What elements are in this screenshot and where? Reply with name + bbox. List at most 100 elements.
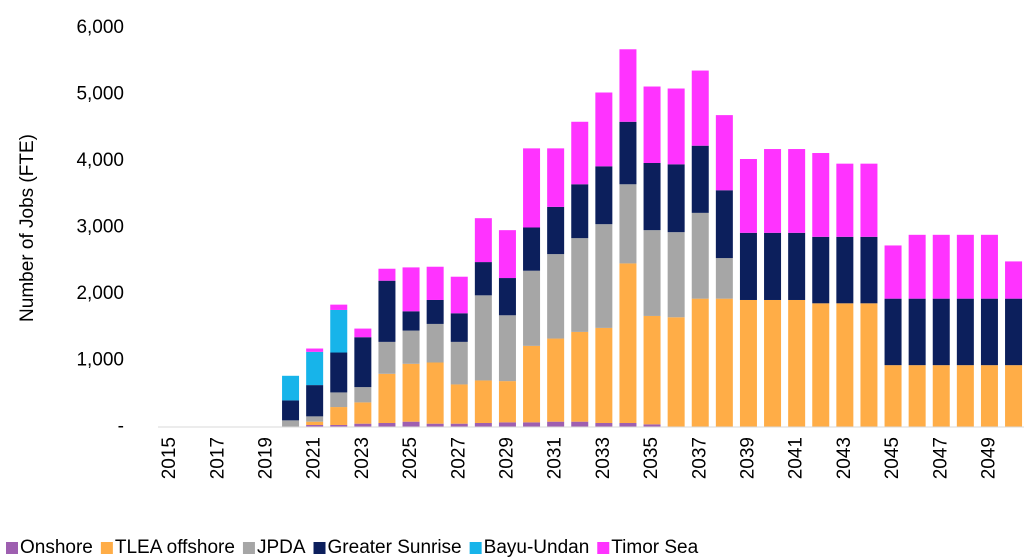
bar-segment [643, 162, 661, 231]
bar-segment [354, 387, 372, 403]
bar-segment [715, 115, 733, 191]
bar-segment [667, 232, 685, 318]
bar-segment [523, 227, 541, 271]
legend-swatch [242, 542, 255, 554]
x-tick-label: 2047 [930, 437, 951, 479]
bar-segment [667, 88, 685, 165]
bar-segment [498, 230, 516, 279]
legend-label: Greater Sunrise [328, 537, 462, 558]
bar-segment [450, 313, 468, 342]
bar-segment [667, 164, 685, 233]
bar-segment [571, 238, 589, 332]
bar-segment [330, 309, 348, 353]
bar-segment [619, 423, 637, 427]
bar-segment [595, 224, 613, 328]
legend-label: Timor Sea [611, 537, 698, 558]
bar-segment [836, 236, 854, 304]
legend-label: JPDA [257, 537, 306, 558]
bar-segment [306, 348, 324, 352]
bar-segment [595, 92, 613, 167]
bar-segment [523, 422, 541, 427]
bar-segment [836, 303, 854, 427]
bar-segment [450, 423, 468, 427]
bar-segment [667, 317, 685, 427]
bar-segment [426, 423, 444, 427]
bar-segment [884, 365, 902, 427]
bar-segment [306, 385, 324, 417]
legend-swatch [6, 542, 18, 554]
bar-segment [788, 149, 806, 233]
bar-segment [354, 423, 372, 427]
bar-segment [378, 341, 396, 374]
y-tick-label: 2,000 [76, 283, 124, 304]
x-tick-label: 2025 [400, 437, 421, 479]
bar-segment [330, 352, 348, 393]
bar-segment [354, 402, 372, 424]
bar-segment [1005, 261, 1023, 299]
bar-segment [571, 421, 589, 427]
bar-segment [860, 236, 878, 304]
bar-segment [306, 351, 324, 386]
bar-segment [571, 121, 589, 185]
x-tick-label: 2045 [882, 437, 903, 479]
bar-segment [402, 363, 420, 422]
x-tick-label: 2015 [159, 437, 180, 479]
bar-segment [860, 163, 878, 237]
bar-segment [739, 159, 757, 233]
bar-segment [932, 234, 950, 299]
bar-segment [908, 298, 926, 366]
y-tick-label: 1,000 [76, 350, 124, 371]
bar-segment [547, 148, 565, 207]
bar-segment [1005, 365, 1023, 427]
bar-segment [715, 258, 733, 299]
bar-segment [764, 232, 782, 300]
bar-segment [956, 365, 974, 427]
bar-segment [306, 425, 324, 427]
bar-segment [595, 327, 613, 424]
bar-segment [354, 337, 372, 388]
bar-segment [643, 86, 661, 163]
bar-segment [812, 303, 830, 427]
bar-segment [619, 184, 637, 264]
bar-segment [378, 373, 396, 424]
bar-segment [450, 384, 468, 424]
bar-segment [715, 298, 733, 427]
bar-segment [812, 153, 830, 237]
bar-segment [426, 362, 444, 424]
y-axis-label: Number of Jobs (FTE) [17, 134, 38, 322]
bar-segment [788, 299, 806, 427]
x-tick-label: 2021 [304, 437, 325, 479]
bar-segment [643, 315, 661, 425]
bar-segment [691, 145, 709, 213]
bar-segment [282, 400, 300, 421]
bar-segment [884, 298, 902, 366]
bar-segment [426, 299, 444, 324]
bar-segment [498, 315, 516, 382]
legend-swatch [313, 542, 326, 554]
bar-segment [306, 416, 324, 422]
bar-segment [836, 163, 854, 237]
x-tick-label: 2017 [207, 437, 228, 479]
bar-segment [595, 166, 613, 225]
bar-segment [956, 234, 974, 299]
bar-segment [474, 262, 492, 296]
bar-segment [691, 298, 709, 427]
bar-segment [547, 421, 565, 427]
legend-swatch [597, 542, 610, 554]
bar-segment [980, 234, 998, 299]
bar-segment [498, 422, 516, 427]
x-tick-label: 2027 [448, 437, 469, 479]
bar-segment [426, 266, 444, 300]
bar-segment [932, 365, 950, 427]
bar-segment [402, 421, 420, 427]
bar-segment [354, 328, 372, 338]
bar-segment [1005, 298, 1023, 366]
bar-segment [282, 420, 300, 427]
bar-segment [426, 323, 444, 363]
y-tick-label: 5,000 [76, 84, 124, 105]
legend-label: TLEA offshore [115, 537, 235, 558]
y-tick-label: 4,000 [76, 150, 124, 171]
bar-segment [932, 298, 950, 366]
bar-segment [595, 423, 613, 427]
